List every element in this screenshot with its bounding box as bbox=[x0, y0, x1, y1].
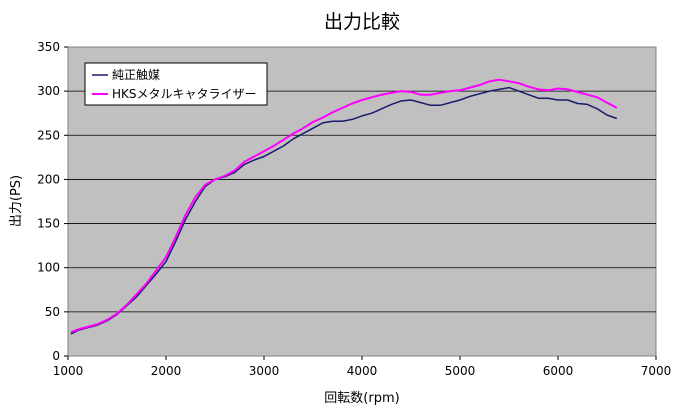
y-tick-label-5: 250 bbox=[37, 128, 60, 142]
x-axis-label: 回転数(rpm) bbox=[324, 391, 399, 406]
y-tick-label-7: 350 bbox=[37, 40, 60, 54]
legend-label-series-2: HKSメタルキャタライザー bbox=[112, 87, 257, 101]
x-tick-label-2: 3000 bbox=[249, 364, 280, 378]
y-tick-label-0: 0 bbox=[52, 349, 60, 363]
x-tick-label-3: 4000 bbox=[347, 364, 378, 378]
y-tick-label-6: 300 bbox=[37, 84, 60, 98]
x-tick-label-0: 1000 bbox=[53, 364, 84, 378]
x-tick-label-4: 5000 bbox=[445, 364, 476, 378]
y-tick-label-3: 150 bbox=[37, 217, 60, 231]
x-tick-label-5: 6000 bbox=[543, 364, 574, 378]
y-axis-ticks: 0 50 100 150 200 250 300 350 bbox=[37, 40, 68, 363]
x-tick-label-1: 2000 bbox=[151, 364, 182, 378]
gridlines bbox=[68, 90, 656, 313]
series-line-1 bbox=[70, 86, 618, 335]
legend-box bbox=[84, 62, 268, 106]
series-line-2 bbox=[70, 78, 618, 334]
y-tick-label-2: 100 bbox=[37, 261, 60, 275]
x-tick-label-6: 7000 bbox=[641, 364, 672, 378]
legend: 純正触媒 HKSメタルキャタライザー bbox=[84, 62, 268, 106]
y-tick-label-4: 200 bbox=[37, 172, 60, 186]
x-axis-ticks: 1000 2000 3000 4000 5000 6000 7000 bbox=[53, 356, 672, 378]
y-axis-label: 出力(PS) bbox=[9, 175, 24, 227]
series-lines bbox=[70, 78, 618, 335]
chart-title: 出力比較 bbox=[324, 11, 400, 33]
y-tick-label-1: 50 bbox=[45, 305, 60, 319]
legend-label-series-1: 純正触媒 bbox=[112, 68, 160, 82]
